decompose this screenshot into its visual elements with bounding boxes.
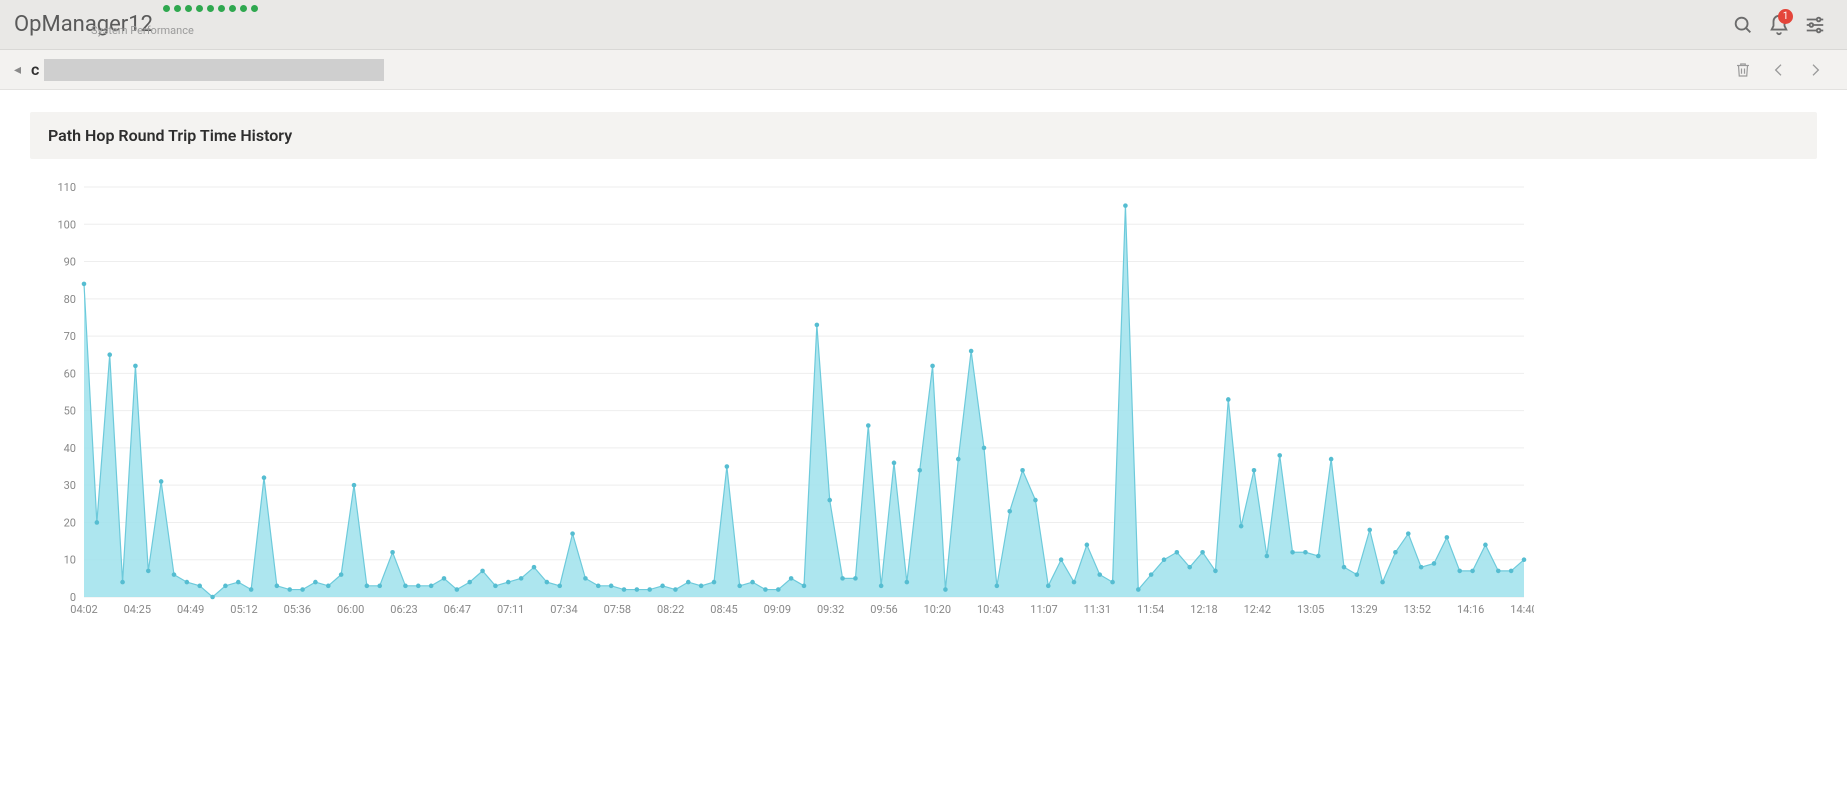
svg-text:07:34: 07:34 <box>550 603 577 616</box>
svg-text:08:22: 08:22 <box>657 603 684 616</box>
settings-icon[interactable] <box>1797 7 1833 43</box>
svg-text:13:29: 13:29 <box>1350 603 1377 616</box>
breadcrumb-prefix: c <box>31 60 39 79</box>
delete-icon[interactable] <box>1725 52 1761 88</box>
sub-title: System Performance <box>91 24 194 37</box>
svg-text:80: 80 <box>64 293 76 306</box>
svg-text:12:18: 12:18 <box>1190 603 1217 616</box>
content-area: Path Hop Round Trip Time History 0102030… <box>0 90 1847 635</box>
svg-text:05:36: 05:36 <box>284 603 311 616</box>
sub-bar: ◂ c <box>0 50 1847 90</box>
breadcrumb-redacted <box>44 59 384 81</box>
svg-text:100: 100 <box>57 218 76 231</box>
svg-text:04:49: 04:49 <box>177 603 204 616</box>
svg-text:09:09: 09:09 <box>764 603 791 616</box>
svg-text:10:20: 10:20 <box>924 603 951 616</box>
svg-text:10:43: 10:43 <box>977 603 1004 616</box>
svg-text:12:42: 12:42 <box>1244 603 1271 616</box>
svg-text:09:32: 09:32 <box>817 603 844 616</box>
svg-text:13:52: 13:52 <box>1404 603 1431 616</box>
rtt-chart: 010203040506070809010011004:0204:2504:49… <box>40 183 1534 623</box>
svg-text:60: 60 <box>64 367 76 380</box>
svg-text:07:58: 07:58 <box>604 603 631 616</box>
back-icon[interactable]: ◂ <box>14 62 21 78</box>
prev-icon[interactable] <box>1761 52 1797 88</box>
notifications-icon[interactable]: 1 <box>1761 7 1797 43</box>
svg-text:14:40: 14:40 <box>1510 603 1534 616</box>
search-icon[interactable] <box>1725 7 1761 43</box>
svg-text:110: 110 <box>57 183 76 194</box>
svg-text:09:56: 09:56 <box>870 603 897 616</box>
svg-text:90: 90 <box>64 256 76 269</box>
svg-text:06:00: 06:00 <box>337 603 364 616</box>
svg-text:20: 20 <box>64 516 76 529</box>
chart-card: Path Hop Round Trip Time History 0102030… <box>30 112 1817 627</box>
svg-text:06:47: 06:47 <box>444 603 471 616</box>
svg-text:04:25: 04:25 <box>124 603 151 616</box>
svg-text:11:54: 11:54 <box>1137 603 1164 616</box>
svg-text:10: 10 <box>64 554 76 567</box>
svg-text:08:45: 08:45 <box>710 603 737 616</box>
svg-text:07:11: 07:11 <box>497 603 524 616</box>
svg-text:04:02: 04:02 <box>70 603 97 616</box>
chart-title: Path Hop Round Trip Time History <box>30 112 1817 159</box>
svg-text:14:16: 14:16 <box>1457 603 1484 616</box>
svg-text:06:23: 06:23 <box>390 603 417 616</box>
chart-container: 010203040506070809010011004:0204:2504:49… <box>30 159 1817 627</box>
svg-text:70: 70 <box>64 330 76 343</box>
next-icon[interactable] <box>1797 52 1833 88</box>
svg-text:40: 40 <box>64 442 76 455</box>
svg-text:05:12: 05:12 <box>230 603 257 616</box>
svg-text:11:31: 11:31 <box>1084 603 1111 616</box>
top-bar: OpManager12 System Performance 1 <box>0 0 1847 50</box>
notification-badge: 1 <box>1778 9 1793 24</box>
status-dots <box>163 5 258 12</box>
svg-text:11:07: 11:07 <box>1030 603 1057 616</box>
svg-text:50: 50 <box>64 405 76 418</box>
svg-text:30: 30 <box>64 479 76 492</box>
svg-text:13:05: 13:05 <box>1297 603 1324 616</box>
